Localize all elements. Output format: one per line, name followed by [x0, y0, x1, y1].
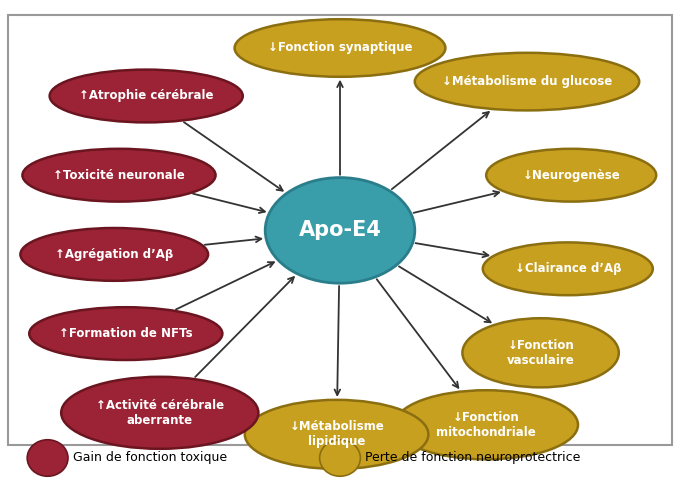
Text: ↓Neurogenèse: ↓Neurogenèse: [522, 168, 620, 182]
Text: ↓Métabolisme
lipidique: ↓Métabolisme lipidique: [289, 420, 384, 448]
FancyBboxPatch shape: [8, 15, 672, 445]
Text: ↑Agrégation d’Aβ: ↑Agrégation d’Aβ: [55, 248, 173, 261]
Ellipse shape: [29, 307, 222, 360]
Ellipse shape: [483, 242, 653, 295]
Text: ↓Fonction
mitochondriale: ↓Fonction mitochondriale: [437, 411, 536, 439]
Text: ↑Activité cérébrale
aberrante: ↑Activité cérébrale aberrante: [96, 399, 224, 427]
Ellipse shape: [394, 390, 578, 459]
Ellipse shape: [245, 400, 428, 469]
Text: Gain de fonction toxique: Gain de fonction toxique: [73, 452, 227, 465]
Ellipse shape: [20, 228, 208, 281]
Ellipse shape: [235, 19, 445, 77]
Text: ↑Atrophie cérébrale: ↑Atrophie cérébrale: [79, 89, 214, 103]
Ellipse shape: [415, 53, 639, 110]
Ellipse shape: [22, 149, 216, 202]
Text: Apo-E4: Apo-E4: [299, 220, 381, 240]
Ellipse shape: [462, 318, 619, 387]
Text: Perte de fonction neuroprotectrice: Perte de fonction neuroprotectrice: [365, 452, 581, 465]
Text: ↑Toxicité neuronale: ↑Toxicité neuronale: [53, 168, 185, 182]
Ellipse shape: [486, 149, 656, 202]
Text: ↓Fonction
vasculaire: ↓Fonction vasculaire: [507, 339, 575, 367]
Ellipse shape: [27, 440, 68, 476]
Ellipse shape: [265, 178, 415, 283]
Text: ↓Métabolisme du glucose: ↓Métabolisme du glucose: [442, 75, 612, 88]
Ellipse shape: [61, 377, 258, 449]
Text: ↑Formation de NFTs: ↑Formation de NFTs: [59, 327, 192, 340]
Text: ↓Clairance d’Aβ: ↓Clairance d’Aβ: [515, 262, 621, 276]
Ellipse shape: [50, 70, 243, 122]
Text: ↓Fonction synaptique: ↓Fonction synaptique: [268, 41, 412, 55]
Ellipse shape: [320, 440, 360, 476]
